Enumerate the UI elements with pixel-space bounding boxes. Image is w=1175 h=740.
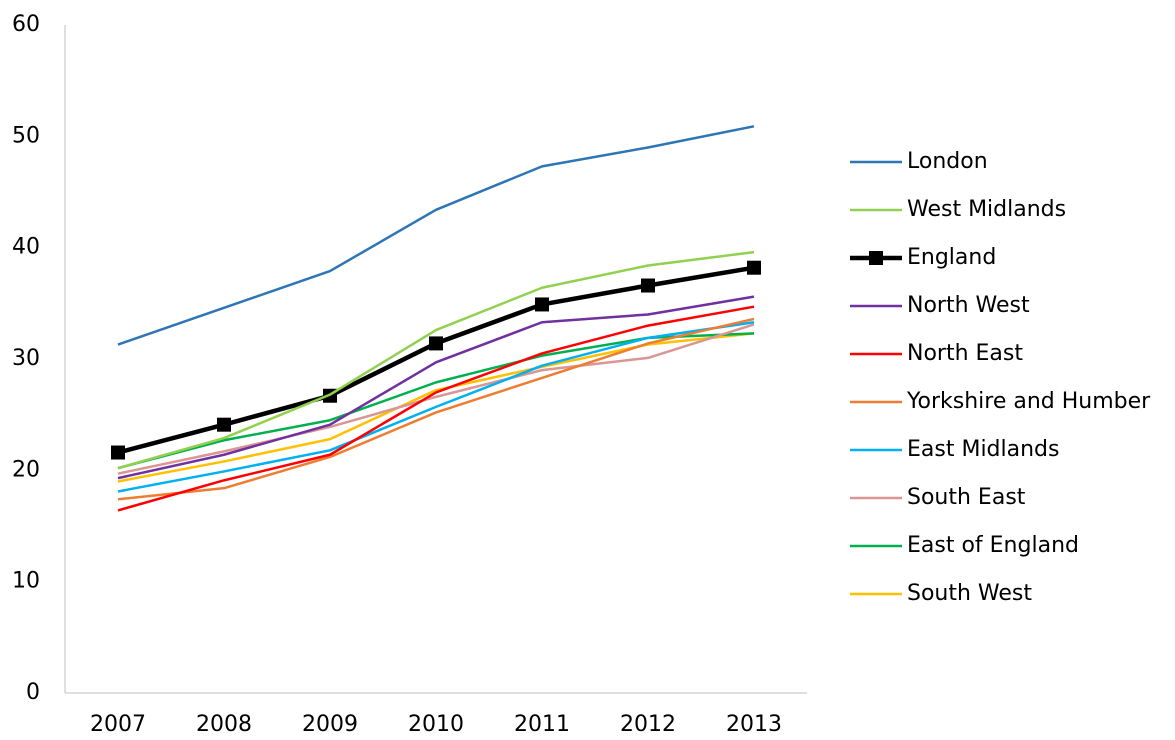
y-tick-label: 30 xyxy=(12,346,40,371)
y-tick-label: 10 xyxy=(12,569,40,594)
series-line xyxy=(117,125,755,346)
legend-label: North West xyxy=(907,293,1030,318)
legend-label: Yorkshire and Humber xyxy=(906,389,1151,414)
legend-label: South East xyxy=(907,485,1026,510)
y-tick-label: 60 xyxy=(12,12,40,37)
series-line xyxy=(117,321,755,493)
legend-marker xyxy=(869,251,883,265)
x-tick-label: 2012 xyxy=(620,712,676,737)
x-tick-label: 2013 xyxy=(726,712,782,737)
marker xyxy=(747,260,761,275)
legend-label: West Midlands xyxy=(907,197,1066,222)
x-tick-label: 2010 xyxy=(408,712,464,737)
y-tick-label: 20 xyxy=(12,457,40,482)
series-line xyxy=(117,317,755,501)
legend-label: East of England xyxy=(907,533,1079,558)
legend-label: London xyxy=(907,149,988,174)
marker xyxy=(429,336,443,351)
marker xyxy=(217,417,231,432)
legend-label: North East xyxy=(907,341,1023,366)
x-tick-label: 2009 xyxy=(302,712,358,737)
legend-label: East Midlands xyxy=(907,437,1060,462)
y-tick-label: 0 xyxy=(26,680,40,705)
x-tick-label: 2007 xyxy=(90,712,146,737)
series-line xyxy=(117,305,755,512)
marker xyxy=(641,278,655,293)
series-line xyxy=(117,323,755,475)
series-line xyxy=(117,295,755,480)
series-line xyxy=(117,250,755,470)
y-tick-label: 40 xyxy=(12,235,40,260)
y-tick-label: 50 xyxy=(12,123,40,148)
x-tick-label: 2008 xyxy=(196,712,252,737)
marker xyxy=(111,445,125,460)
series-line xyxy=(117,265,755,455)
legend-label: England xyxy=(907,245,996,270)
marker xyxy=(535,297,549,312)
x-tick-label: 2011 xyxy=(514,712,570,737)
legend-label: South West xyxy=(907,581,1032,606)
